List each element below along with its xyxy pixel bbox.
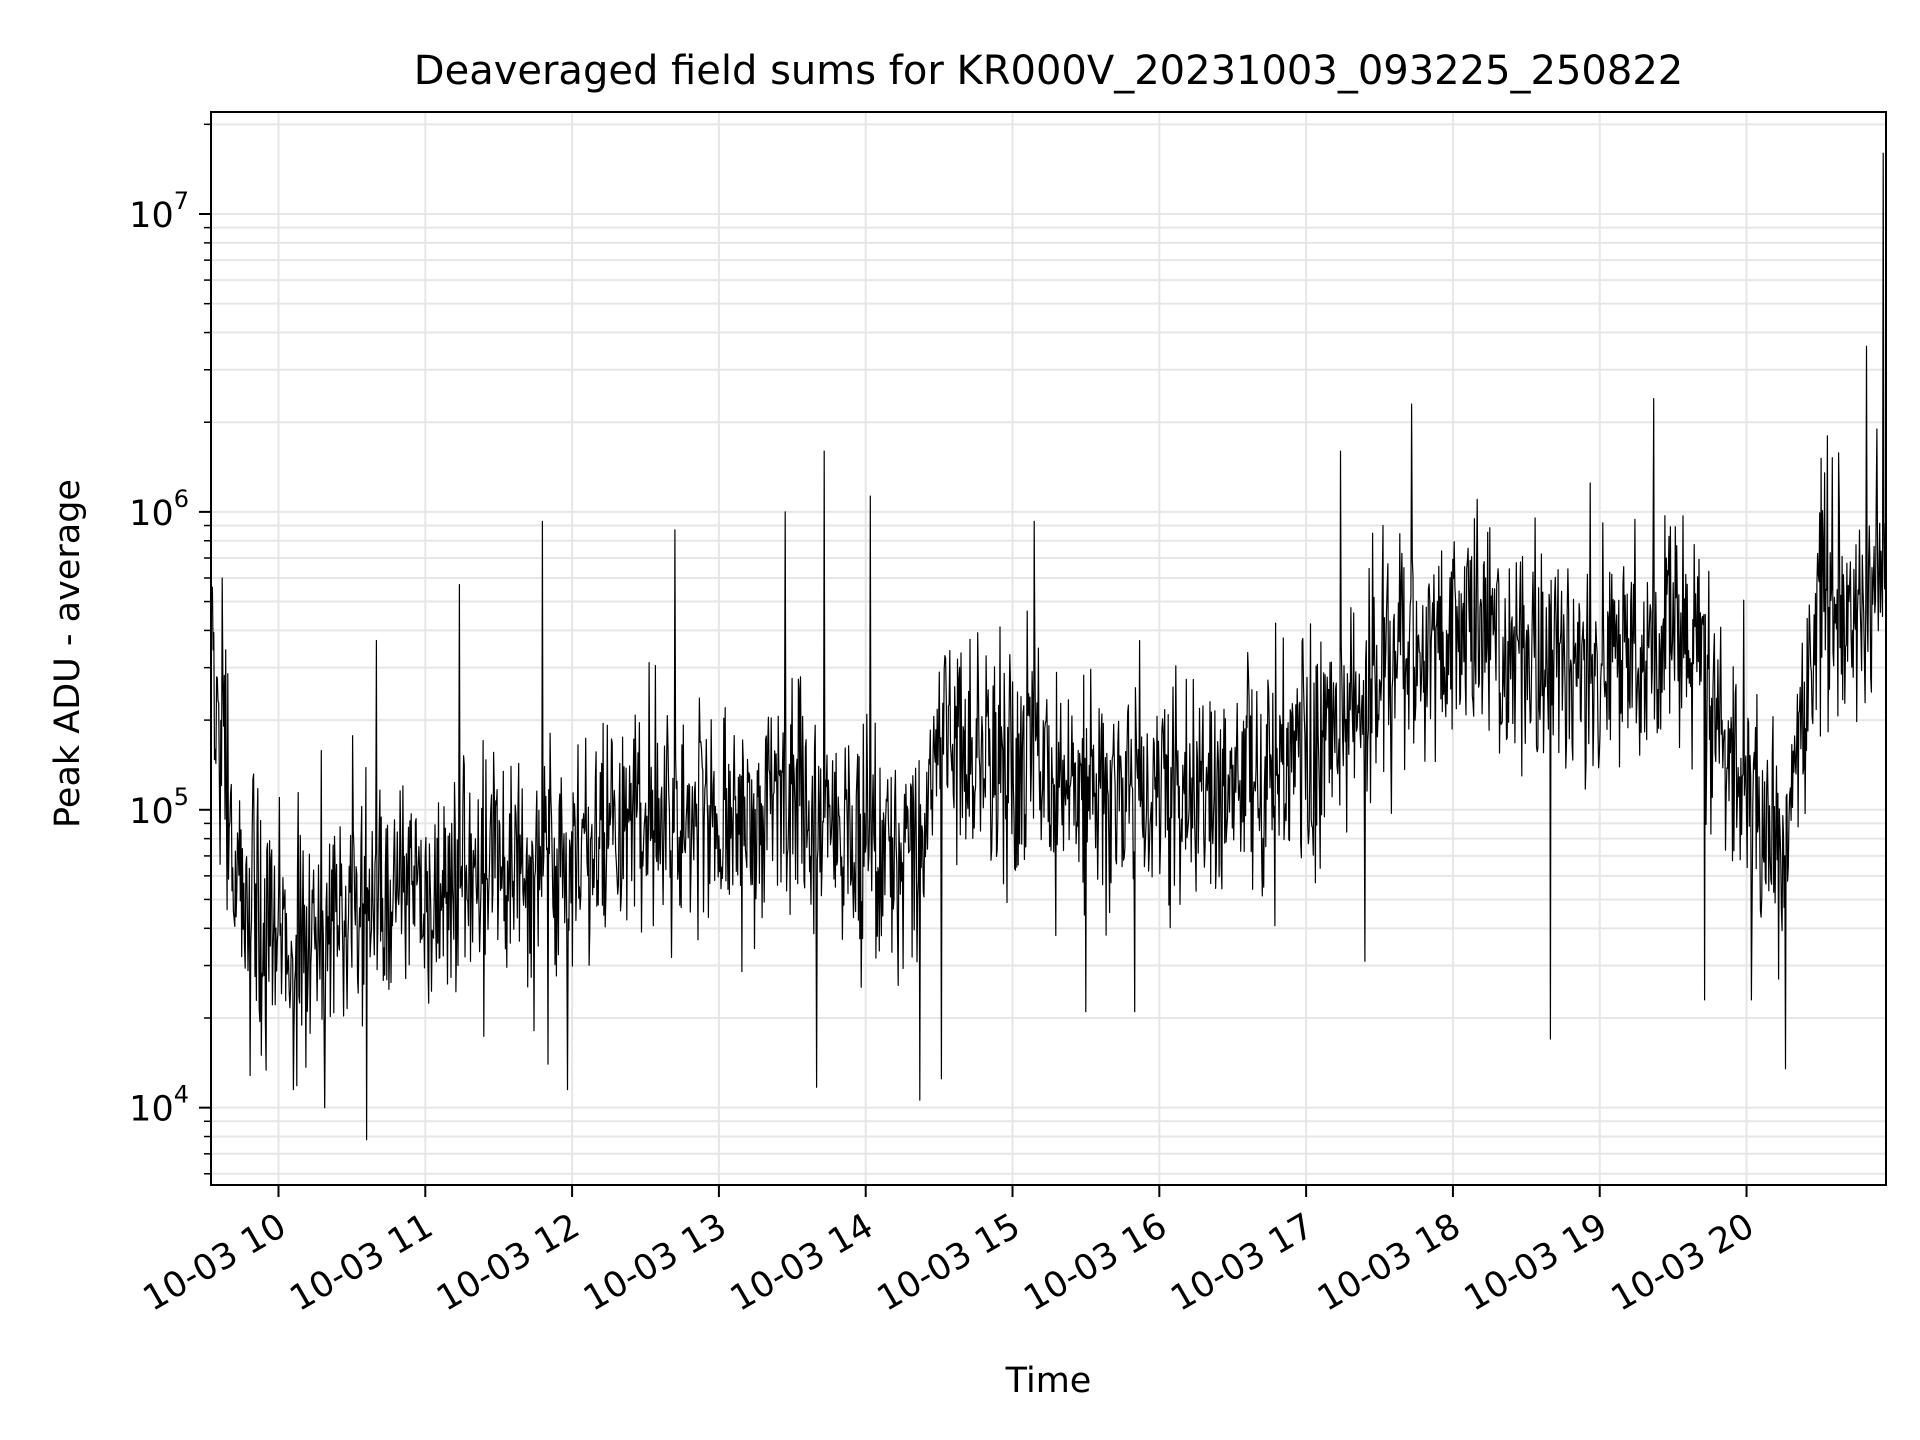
y-tick-exponent: 4 (174, 1081, 189, 1109)
y-tick-label: 106 (129, 485, 189, 534)
y-tick-exponent: 5 (174, 783, 189, 811)
plot-frame (210, 111, 1887, 1186)
y-tick-label: 104 (129, 1081, 189, 1130)
y-tick-base: 10 (129, 196, 174, 236)
y-tick-exponent: 7 (174, 187, 189, 215)
chart-title: Deaveraged field sums for KR000V_2023100… (414, 48, 1683, 94)
y-tick-base: 10 (129, 792, 174, 832)
y-tick-label: 105 (129, 783, 189, 832)
y-tick-exponent: 6 (174, 485, 189, 513)
y-tick-base: 10 (129, 494, 174, 534)
x-axis-label: Time (1005, 1361, 1092, 1401)
y-tick-base: 10 (129, 1090, 174, 1130)
minor-gridlines (211, 123, 1886, 1175)
series-line-group (211, 152, 1887, 1141)
y-tick-label: 107 (129, 187, 189, 236)
y-axis-label: Peak ADU - average (48, 479, 88, 828)
series-line (211, 152, 1887, 1141)
